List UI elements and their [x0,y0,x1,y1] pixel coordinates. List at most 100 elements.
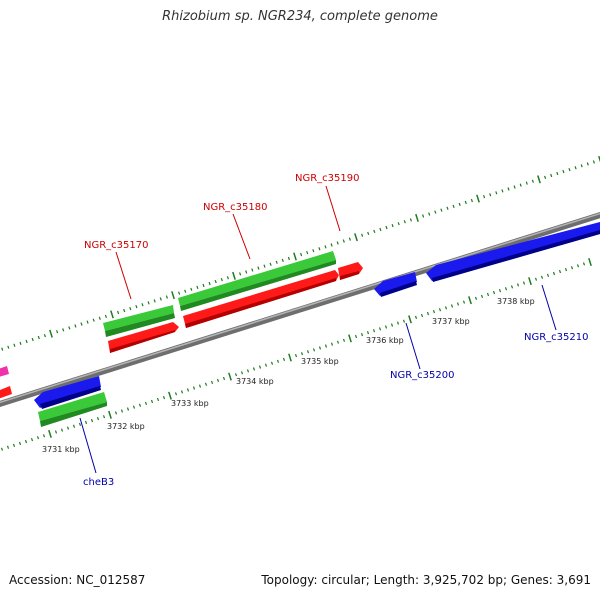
scale-tick [458,202,461,207]
inner-dotted-track [0,257,592,451]
scale-tick [37,335,40,340]
scale-tick [263,264,266,268]
scale-tick [0,447,4,451]
scale-tick [480,294,484,299]
scale-tick [30,438,34,442]
gene-label[interactable]: cheB3 [83,477,114,488]
scale-tick [468,296,472,305]
scale-tick [96,416,100,421]
scale-tick [501,189,504,193]
scale-tick [372,329,376,333]
scale-tick [43,334,46,338]
scale-tick [432,310,436,314]
scale-tick [180,390,184,394]
scale-tick [220,278,223,282]
gene-label[interactable]: NGR_c35200 [390,370,455,381]
scale-tick [18,441,22,446]
scale-tick [6,445,10,449]
reverse-genes [34,222,600,427]
scale-tick [141,303,144,307]
scale-tick [239,272,242,276]
scale-tick [336,241,339,245]
gene-label[interactable]: NGR_c35190 [295,173,360,184]
scale-tick [288,353,292,362]
scale-tick [12,443,16,447]
scale-tick [568,168,571,172]
gene-arrow-shadow [40,402,107,427]
scale-tick [592,160,595,164]
scale-tick [519,183,522,187]
scale-tick [245,270,248,274]
gene-arrow[interactable] [0,386,12,400]
gene-label[interactable]: NGR_c35210 [524,332,589,343]
scale-tick [354,233,358,242]
scale-tick [13,343,16,347]
genome-backbone [0,212,600,407]
scale-tick [228,372,232,381]
gene-arrow[interactable] [38,392,107,421]
gene-arrow[interactable] [103,305,174,331]
scale-tick [66,426,70,430]
scale-tick [68,326,71,330]
scale-tick [162,395,166,400]
scale-tick [294,353,298,358]
scale-tick [390,323,394,327]
scale-tick [550,173,553,178]
scale-tick [379,227,382,232]
scale-tick [258,365,262,369]
scale-tick [49,329,53,338]
scale-tick [208,281,211,286]
scale-tick [214,279,217,284]
scale-tick [426,311,430,316]
scale-tick [171,291,175,300]
scale-tick [110,310,114,319]
scale-tick [544,175,547,179]
scale-tick [318,247,321,251]
scale-tick [275,260,278,264]
scale-tick [486,292,490,297]
gene-arrow[interactable] [178,251,336,306]
scale-tick [422,214,425,218]
gene-arrow-shadow [110,330,175,353]
scale-tick [409,218,412,222]
scale-tick [513,185,516,189]
scale-tick [300,252,303,257]
scale-tick [159,297,162,301]
scale-tick [312,348,316,352]
scale-tick [156,397,160,402]
scale-tick [574,166,577,170]
scale-tick [144,401,148,405]
scale-tick [276,359,280,363]
scale-label: 3738 kbp [497,297,535,306]
gene-arrow[interactable] [34,376,101,408]
scale-tick [438,308,442,312]
scale-tick [293,252,297,261]
gene-arrow[interactable] [426,222,600,281]
scale-tick [510,285,514,289]
scale-tick [408,315,412,324]
scale-tick [174,392,178,396]
gene-label[interactable]: NGR_c35180 [203,202,268,213]
label-leaders [79,185,557,474]
scale-tick [257,266,260,270]
scale-tick [420,313,424,318]
scale-tick [86,320,89,324]
scale-tick [226,276,229,280]
scale-label: 3732 kbp [107,422,145,431]
scale-tick [492,290,496,295]
scale-tick [361,233,364,237]
scale-tick [232,271,236,280]
gene-arrow-shadow [340,271,359,280]
scale-tick [210,380,214,384]
scale-tick [391,224,394,228]
gene-arrow[interactable] [0,366,9,378]
scale-tick [264,363,268,367]
scale-tick [464,200,467,205]
scale-tick [240,371,244,375]
scale-label: 3734 kbp [236,377,274,386]
scale-tick [483,195,486,199]
gene-arrow[interactable] [374,272,417,296]
scale-tick [318,346,322,350]
gene-label[interactable]: NGR_c35170 [84,240,149,251]
scale-tick [348,334,352,343]
